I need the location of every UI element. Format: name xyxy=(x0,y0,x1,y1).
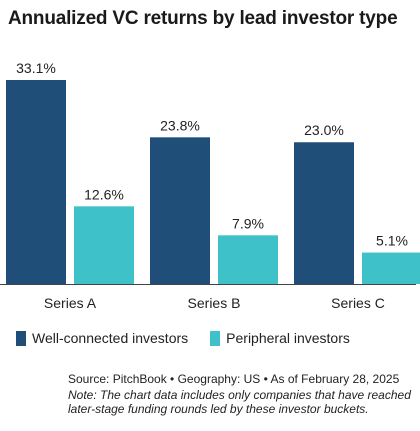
note-text: Note: The chart data includes only compa… xyxy=(68,388,411,416)
category-label-series-a: Series A xyxy=(44,295,97,311)
legend-item-well-connected: Well-connected investors xyxy=(16,330,188,346)
data-label-series-a-peripheral: 12.6% xyxy=(84,186,124,202)
legend: Well-connected investors Peripheral inve… xyxy=(16,330,372,346)
data-label-series-a-well-connected: 33.1% xyxy=(16,60,56,76)
legend-swatch-peripheral xyxy=(210,330,221,346)
category-label-series-b: Series B xyxy=(188,295,241,311)
footer: Source: PitchBook • Geography: US • As o… xyxy=(68,372,413,416)
bar-chart: 33.1% 12.6% Series A 23.8% 7.9% Series B 23.0%… xyxy=(0,60,420,311)
data-label-series-c-peripheral: 5.1% xyxy=(376,233,408,249)
bar-series-b-peripheral xyxy=(218,235,278,284)
bar-series-c-peripheral xyxy=(362,252,420,284)
source-text: Source: PitchBook • Geography: US • As o… xyxy=(68,372,400,386)
chart-title: Annualized VC returns by lead investor t… xyxy=(8,8,398,29)
legend-swatch-well-connected xyxy=(16,330,26,346)
data-label-series-b-peripheral: 7.9% xyxy=(232,215,264,231)
bar-series-b-well-connected xyxy=(150,137,210,284)
legend-label-well-connected: Well-connected investors xyxy=(32,330,189,346)
category-label-series-c: Series C xyxy=(331,295,385,311)
data-label-series-c-well-connected: 23.0% xyxy=(304,122,344,138)
bar-series-c-well-connected xyxy=(294,142,354,284)
bar-series-a-well-connected xyxy=(6,80,66,284)
bar-series-a-peripheral xyxy=(74,206,134,284)
legend-item-peripheral: Peripheral investors xyxy=(210,330,350,346)
legend-label-peripheral: Peripheral investors xyxy=(226,330,350,346)
data-label-series-b-well-connected: 23.8% xyxy=(160,117,200,133)
